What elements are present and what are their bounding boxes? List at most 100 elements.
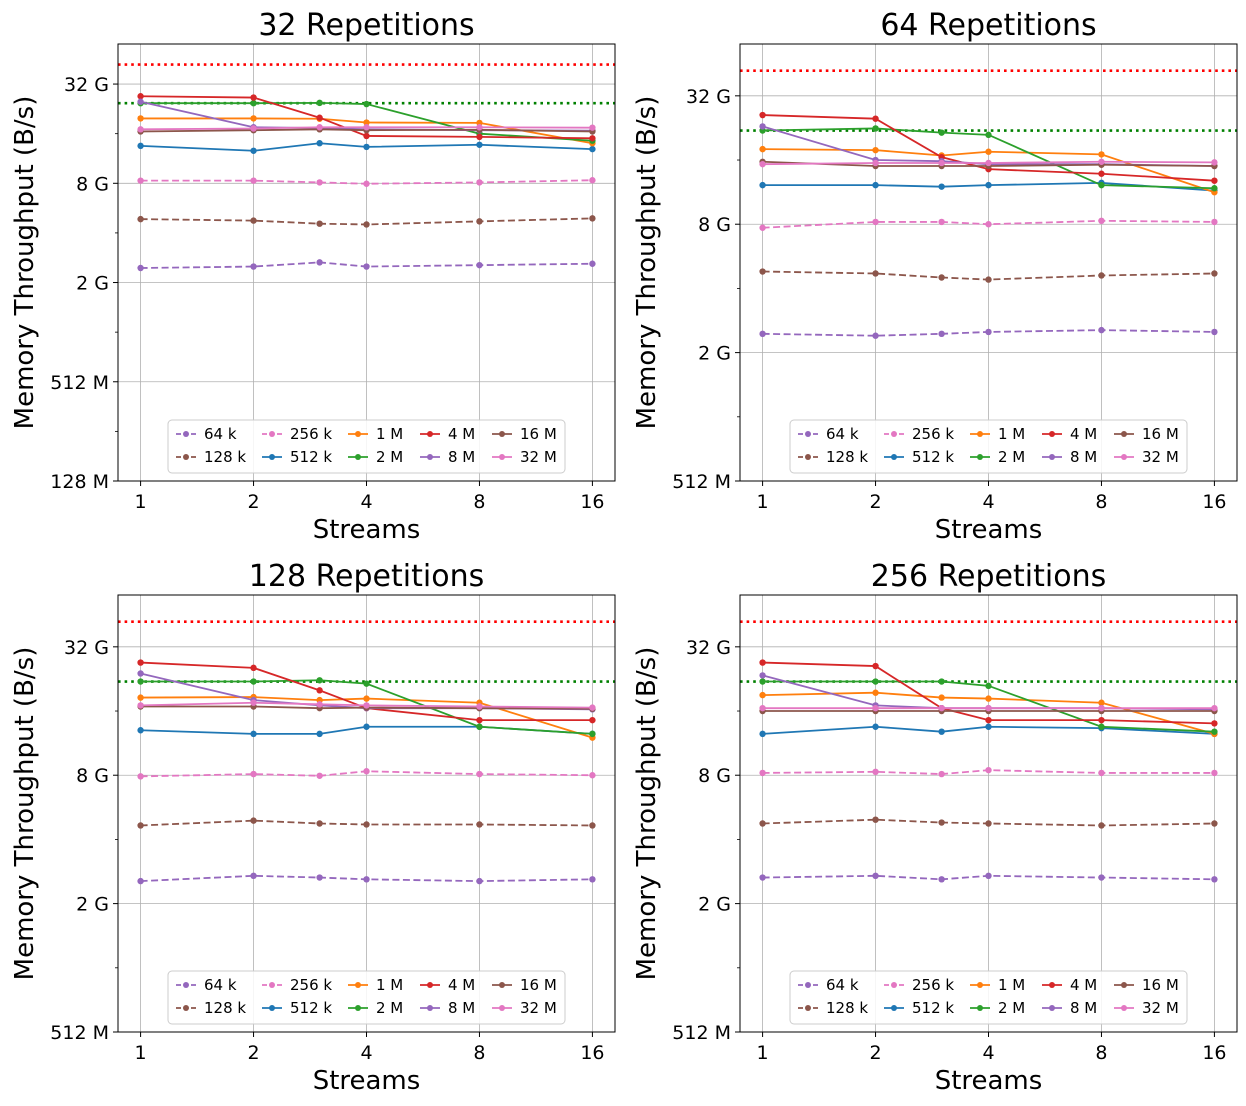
data-point bbox=[476, 821, 483, 828]
data-point bbox=[250, 872, 257, 880]
data-point bbox=[137, 773, 144, 780]
data-point bbox=[250, 263, 257, 270]
x-tick-label: 8 bbox=[1095, 491, 1107, 513]
x-tick-label: 8 bbox=[473, 491, 485, 513]
series-line bbox=[762, 769, 1215, 775]
y-axis-label: Memory Throughput (B/s) bbox=[10, 96, 40, 430]
legend-marker bbox=[269, 454, 275, 460]
series-line bbox=[762, 181, 1215, 192]
legend: 64 k 128 k 256 k 512 k 1 M 2 M 4 M 8 M 16 M 32 M bbox=[789, 970, 1188, 1025]
data-point bbox=[938, 330, 945, 338]
data-point bbox=[872, 872, 879, 880]
data-point bbox=[250, 177, 257, 184]
data-point bbox=[316, 140, 323, 147]
legend-marker bbox=[427, 982, 433, 988]
data-point bbox=[589, 730, 596, 738]
data-point bbox=[589, 135, 596, 142]
data-point bbox=[137, 659, 144, 666]
legend-box bbox=[789, 419, 1188, 474]
x-tick-label: 4 bbox=[360, 491, 372, 513]
data-point bbox=[759, 820, 766, 827]
data-point bbox=[938, 183, 945, 190]
series-line bbox=[762, 818, 1215, 827]
series-line bbox=[140, 701, 593, 709]
data-point bbox=[759, 181, 766, 189]
legend-label: 128 k bbox=[204, 448, 246, 466]
y-tick-label: 8 G bbox=[698, 765, 731, 787]
data-point bbox=[476, 133, 483, 141]
legend-label: 8 M bbox=[448, 999, 475, 1017]
data-point bbox=[872, 218, 879, 226]
legend-marker bbox=[1049, 1005, 1055, 1011]
series-line bbox=[762, 160, 1215, 167]
data-point bbox=[1098, 723, 1105, 730]
legend-marker bbox=[1049, 431, 1055, 437]
legend-label: 64 k bbox=[204, 976, 237, 994]
panel-title: 32 Repetitions bbox=[258, 8, 474, 43]
legend-marker bbox=[1121, 1005, 1127, 1011]
data-point bbox=[872, 125, 879, 132]
y-tick-label: 8 G bbox=[698, 214, 731, 236]
data-point bbox=[589, 145, 596, 153]
data-point bbox=[476, 723, 483, 730]
data-point bbox=[316, 701, 323, 708]
data-point bbox=[985, 148, 992, 155]
data-point bbox=[316, 820, 323, 827]
data-point bbox=[316, 99, 323, 107]
x-tick-label: 1 bbox=[757, 491, 769, 513]
legend-label: 8 M bbox=[448, 448, 475, 466]
data-point bbox=[759, 224, 766, 231]
data-point bbox=[759, 111, 766, 119]
data-point bbox=[476, 716, 483, 724]
legend-label: 2 M bbox=[376, 999, 403, 1017]
data-point bbox=[363, 263, 370, 270]
legend-label: 2 M bbox=[376, 448, 403, 466]
data-point bbox=[250, 147, 257, 154]
data-point bbox=[476, 179, 483, 186]
legend-box bbox=[789, 970, 1188, 1025]
data-point bbox=[316, 772, 323, 779]
data-point bbox=[363, 723, 370, 730]
data-point bbox=[938, 274, 945, 281]
series-line bbox=[762, 725, 1215, 735]
series-line bbox=[140, 126, 593, 131]
data-point bbox=[1098, 704, 1105, 712]
series-line bbox=[762, 270, 1215, 281]
series-line bbox=[140, 217, 593, 226]
series-line bbox=[140, 179, 593, 185]
legend-marker bbox=[977, 982, 983, 988]
data-point bbox=[759, 691, 766, 699]
data-point bbox=[316, 677, 323, 684]
data-point bbox=[363, 132, 370, 140]
x-tick-label: 16 bbox=[1202, 491, 1226, 513]
legend-marker bbox=[269, 431, 275, 437]
data-point bbox=[1211, 720, 1218, 727]
data-point bbox=[316, 687, 323, 694]
series-line bbox=[762, 874, 1215, 881]
series-line bbox=[140, 705, 593, 710]
data-point bbox=[137, 694, 144, 701]
data-point bbox=[985, 716, 992, 724]
series-line bbox=[762, 661, 1215, 725]
series-line bbox=[762, 148, 1215, 194]
data-point bbox=[872, 115, 879, 122]
data-point bbox=[137, 702, 144, 709]
data-point bbox=[363, 876, 370, 883]
data-point bbox=[137, 215, 144, 223]
data-point bbox=[1211, 270, 1218, 277]
x-tick-label: 1 bbox=[135, 1042, 147, 1064]
chart-panel-1: 1 2 4 8 16 128 M 512 M 2 G 8 G 32 G 32 Repetitions… bbox=[10, 8, 616, 545]
y-tick-label: 2 G bbox=[698, 894, 731, 916]
legend-label: 512 k bbox=[912, 999, 954, 1017]
legend-marker bbox=[183, 431, 189, 437]
data-point bbox=[985, 181, 992, 189]
series-line bbox=[140, 117, 593, 145]
legend-marker bbox=[183, 1005, 189, 1011]
data-point bbox=[759, 330, 766, 338]
data-point bbox=[872, 332, 879, 339]
series-line bbox=[140, 679, 593, 735]
legend-marker bbox=[427, 1005, 433, 1011]
legend-marker bbox=[499, 1005, 505, 1011]
data-point bbox=[476, 124, 483, 131]
data-point bbox=[476, 218, 483, 225]
